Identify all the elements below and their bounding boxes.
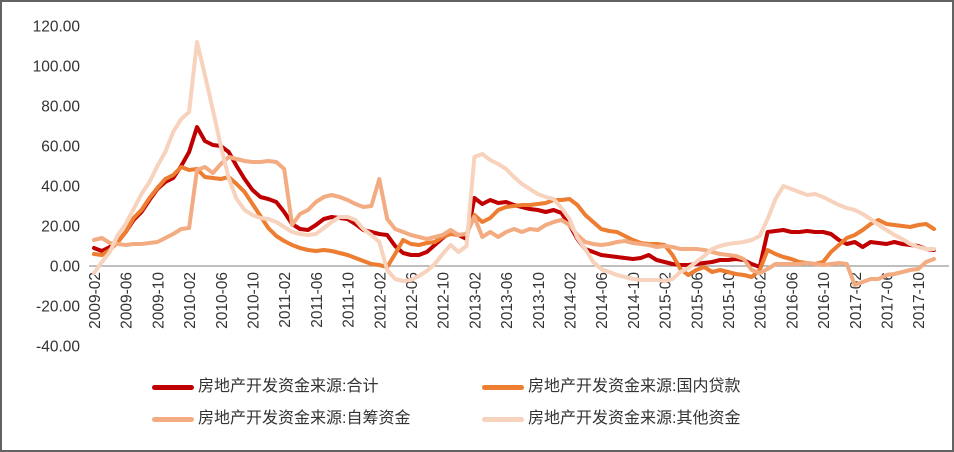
x-axis-label: 2015-10 bbox=[721, 272, 738, 329]
x-axis-label: 2013-10 bbox=[531, 272, 548, 329]
x-axis-label: 2011-02 bbox=[277, 272, 294, 328]
y-axis-label: -40.00 bbox=[36, 339, 80, 356]
series-line-3 bbox=[92, 40, 936, 283]
x-axis-label: 2016-02 bbox=[753, 272, 770, 329]
x-axis-label: 2013-02 bbox=[467, 272, 484, 329]
legend-swatch-total bbox=[152, 384, 194, 390]
x-axis-label: 2014-06 bbox=[594, 272, 611, 329]
legend-item-domestic-loans: 房地产开发资金来源:国内贷款 bbox=[482, 376, 740, 398]
y-axis-label: 60.00 bbox=[41, 139, 80, 156]
x-axis-label: 2010-10 bbox=[245, 272, 262, 329]
x-axis-label: 2009-06 bbox=[119, 272, 136, 329]
legend-swatch-other-funds bbox=[482, 416, 524, 422]
y-axis-label: 80.00 bbox=[41, 99, 80, 116]
x-axis-label: 2013-06 bbox=[499, 272, 516, 329]
x-axis-label: 2017-10 bbox=[911, 272, 928, 329]
x-axis-label: 2012-10 bbox=[436, 272, 453, 329]
y-axis-label: 20.00 bbox=[41, 219, 80, 236]
x-axis-label: 2010-06 bbox=[214, 272, 231, 329]
x-axis-label: 2011-10 bbox=[341, 272, 358, 328]
y-axis-label: 0.00 bbox=[50, 259, 81, 276]
legend-label-total: 房地产开发资金来源:合计 bbox=[198, 378, 379, 395]
x-axis-label: 2015-02 bbox=[658, 272, 675, 329]
y-axis-label: 120.00 bbox=[33, 19, 81, 36]
x-axis-label: 2012-02 bbox=[372, 272, 389, 329]
x-axis-label: 2016-10 bbox=[816, 272, 833, 329]
x-axis-label: 2017-02 bbox=[848, 272, 865, 329]
y-axis-label: 40.00 bbox=[41, 179, 80, 196]
x-axis-label: 2015-06 bbox=[689, 272, 706, 329]
legend-swatch-domestic-loans bbox=[482, 384, 524, 390]
legend-label-domestic-loans: 房地产开发资金来源:国内贷款 bbox=[528, 378, 741, 395]
y-axis-label: -20.00 bbox=[36, 299, 80, 316]
x-axis-label: 2012-06 bbox=[404, 272, 421, 329]
series-line-2 bbox=[92, 155, 936, 287]
x-axis-label: 2014-10 bbox=[626, 272, 643, 329]
legend-swatch-self-raised bbox=[152, 416, 194, 422]
x-axis-label: 2010-02 bbox=[182, 272, 199, 329]
x-axis-label: 2011-06 bbox=[309, 272, 326, 328]
legend-item-self-raised: 房地产开发资金来源:自筹资金 bbox=[152, 408, 410, 430]
legend-item-total: 房地产开发资金来源:合计 bbox=[152, 376, 378, 398]
series-line-1 bbox=[92, 165, 936, 279]
x-axis-label: 2009-02 bbox=[87, 272, 104, 329]
x-axis-label: 2014-02 bbox=[562, 272, 579, 329]
x-axis-label: 2017-06 bbox=[879, 272, 896, 329]
y-axis-label: 100.00 bbox=[33, 59, 81, 76]
legend-label-self-raised: 房地产开发资金来源:自筹资金 bbox=[198, 410, 411, 427]
legend-label-other-funds: 房地产开发资金来源:其他资金 bbox=[528, 410, 741, 427]
legend-item-other-funds: 房地产开发资金来源:其他资金 bbox=[482, 408, 740, 430]
x-axis-label: 2009-10 bbox=[150, 272, 167, 329]
x-axis-label: 2016-06 bbox=[784, 272, 801, 329]
